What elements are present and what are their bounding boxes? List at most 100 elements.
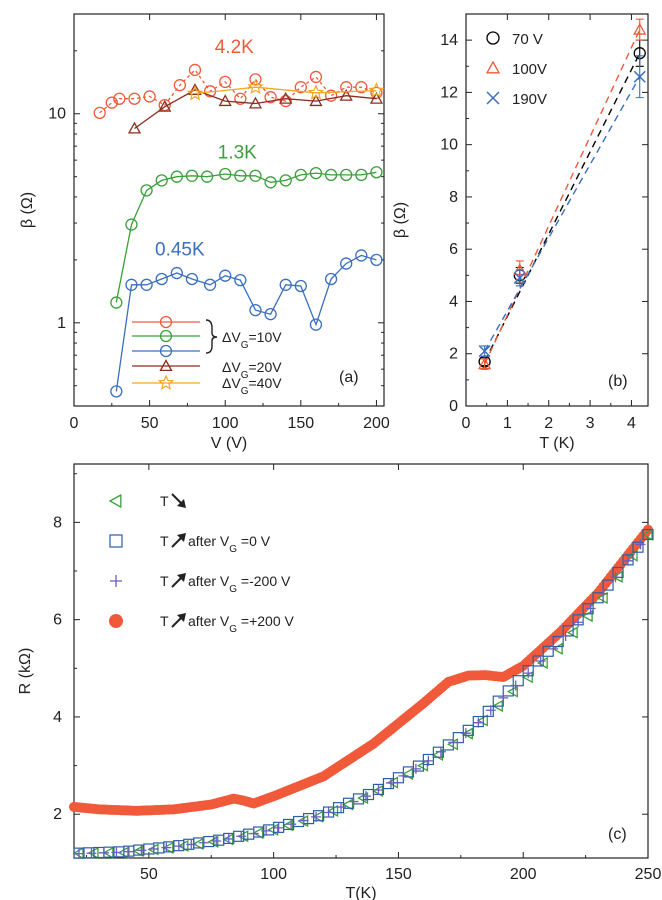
panel-a-data-point (249, 73, 262, 86)
panel-a-data-point (234, 273, 247, 287)
panel-c-data-point (573, 617, 584, 628)
panel-a-data-point (203, 278, 217, 291)
panel-c-ytick-label: 2 (53, 806, 62, 823)
panel-a-legend-marker (159, 344, 173, 358)
panel-c-legend-arrow-head (177, 573, 186, 582)
panel-a-data-point (279, 174, 292, 187)
panel-a-data-point (247, 78, 264, 95)
panel-c-data-point (448, 737, 459, 748)
panel-a-data-point (249, 303, 262, 317)
panel-a-data-point (264, 176, 277, 189)
panel-b-xtick-label: 4 (627, 415, 636, 432)
panel-c-data-point (311, 811, 322, 822)
panel-c-data-point (502, 685, 514, 697)
panel-a-xtick-label: 100 (212, 415, 239, 432)
panel-a-data-point (127, 121, 142, 134)
panel-c-data-point (585, 603, 596, 614)
panel-a: 0 50 100 150 200 1 10 V (V) β (Ω) 4.2K 1.3K 0.45K ΔV… (19, 13, 390, 452)
panel-c-data-point (282, 819, 294, 832)
panel-c-data-point (348, 796, 359, 807)
panel-a-data-point (128, 92, 141, 105)
panel-b-xtick-label: 1 (503, 415, 512, 432)
panel-c-data-point (635, 539, 646, 550)
panel-c-data-point (611, 570, 623, 583)
panel-c-data-point (510, 680, 521, 691)
panel-b-data-point (478, 345, 491, 358)
panel-c-data-point (435, 746, 446, 757)
panel-a-data-point (188, 83, 202, 95)
panel-c-legend-arrow (171, 573, 186, 588)
panel-a-data-point (113, 92, 126, 105)
panel-c-data-point (512, 675, 524, 687)
panel-a-data-point (355, 168, 368, 182)
panel-c-data-point (482, 705, 494, 717)
panel-c-legend-marker (109, 614, 123, 628)
panel-c-data-point (385, 777, 396, 788)
panel-c-data-point (286, 819, 297, 830)
panel-a-data-point (355, 81, 368, 94)
panel-a-data-point (279, 278, 292, 291)
panel-c-legend-label: T (160, 613, 169, 629)
panel-a-data-point (340, 168, 353, 182)
panel-c-data-point (248, 828, 259, 839)
panel-c-data-point (132, 844, 144, 858)
panel-c-xtick-label: 50 (140, 866, 158, 883)
panel-b-label: (b) (608, 373, 628, 390)
panel-a-legend-marker (159, 315, 173, 329)
panel-c-data-point (273, 822, 284, 833)
panel-a-data-point (309, 318, 323, 331)
panel-c-data-point (398, 770, 409, 781)
panel-a-legend-label: ΔVG=20V (222, 359, 282, 381)
panel-c-data-point (298, 815, 309, 826)
panel-c-xtick-label: 200 (510, 866, 537, 883)
panel-a-data-point (324, 272, 338, 286)
panel-a-data-point (125, 278, 138, 291)
panel-c-legend-arrow-head (177, 499, 186, 508)
panel-a-ytick-label: 1 (57, 315, 66, 332)
panel-c-data-point (623, 555, 634, 566)
panel-a-data-point (188, 63, 202, 77)
panel-a-annotation: 4.2K (215, 37, 254, 58)
panel-a-data-point (185, 272, 199, 286)
panel-b-legend-marker (486, 91, 500, 105)
panel-b-ytick-label: 10 (440, 137, 458, 154)
panel-c-data-point (598, 588, 609, 599)
panel-a-legend-label: ΔVG=10V (222, 329, 282, 351)
panel-c-data-point (360, 791, 371, 802)
panel-a-data-point (309, 166, 323, 180)
panel-a-data-point (294, 168, 307, 182)
panel-c-data-point (186, 839, 197, 850)
panel-c-legend-suffix: after VG =0 V (188, 533, 271, 555)
panel-c-legend-label: T (160, 493, 169, 509)
panel-a-ytick-label: 10 (48, 106, 66, 123)
panel-c-ytick-label: 6 (53, 612, 62, 629)
panel-a-data-point (219, 167, 232, 181)
panel-a-label: (a) (339, 369, 359, 386)
panel-c-data-point (402, 767, 414, 781)
panel-c-data-point (73, 848, 84, 859)
panel-a-frame (73, 13, 385, 407)
panel-b-data-point (513, 271, 526, 284)
panel-c-data-point (192, 837, 204, 850)
panel-c-label: (c) (608, 826, 627, 843)
panel-a-data-point (368, 82, 385, 98)
panel-c-data-point (86, 848, 97, 859)
panel-b-xlabel: T (K) (539, 435, 574, 452)
panel-b-data-point (633, 22, 647, 35)
panel-a-data-point (110, 385, 123, 398)
panel-a-data-point (234, 92, 247, 105)
panel-b-legend-label: 70 V (512, 31, 543, 48)
panel-c-data-point (136, 845, 147, 856)
panel-a-data-point (170, 170, 183, 183)
panel-a-data-point (140, 184, 153, 197)
panel-b-data-point (633, 70, 646, 83)
panel-a-series-line (134, 89, 377, 130)
panel-c-data-point (602, 579, 614, 591)
panel-b-legend-marker (485, 60, 501, 74)
panel-c-data-point (632, 541, 644, 553)
panel-c-data-point (162, 841, 174, 854)
panel-b-ytick-label: 6 (449, 241, 458, 258)
panel-a-data-point (307, 84, 325, 100)
panel-c-data-point (641, 528, 653, 541)
